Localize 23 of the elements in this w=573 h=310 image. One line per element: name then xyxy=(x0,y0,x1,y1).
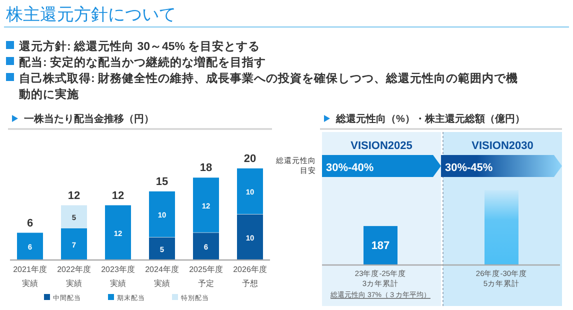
total-label: 15 xyxy=(156,176,168,188)
x-tick-label: 2022年度実績 xyxy=(57,265,91,288)
data-label: 187 xyxy=(371,240,390,252)
arrow: 30%-40% xyxy=(322,155,441,177)
text: 還元方針: 総還元性向 30～45% を目安とする xyxy=(19,39,260,53)
band-label: VISION2030 xyxy=(472,140,534,152)
text: 株主還元方針について xyxy=(5,5,176,24)
chart-title: 総還元性向（%）・株主還元総額（億円） xyxy=(335,113,525,125)
total-label: 12 xyxy=(68,190,80,202)
x-tick-label: 2025年度予定 xyxy=(189,265,223,288)
x-tick-label: 2026年度予想 xyxy=(233,265,267,288)
text: 自己株式取得: 財務健全性の維持、成長事業への投資を確保しつつ、総還元性向の範囲内で機動的に実施 xyxy=(18,71,518,101)
arrow: 30%-45% xyxy=(441,155,562,177)
band-label: VISION2025 xyxy=(350,140,412,152)
total-label: 18 xyxy=(200,162,212,174)
total-label: 20 xyxy=(244,153,256,165)
x-tick-label: 2023年度実績 xyxy=(101,265,135,288)
text: 配当: 安定的な配当かつ継続的な増配を目指す xyxy=(19,55,266,69)
total-label: 12 xyxy=(112,190,124,202)
total-label: 6 xyxy=(26,217,34,230)
chart-title: 一株当たり配当金推移（円） xyxy=(24,113,154,125)
x-tick-label: 2024年度実績 xyxy=(145,265,179,288)
x-tick-label: 2021年度実績 xyxy=(13,265,47,288)
